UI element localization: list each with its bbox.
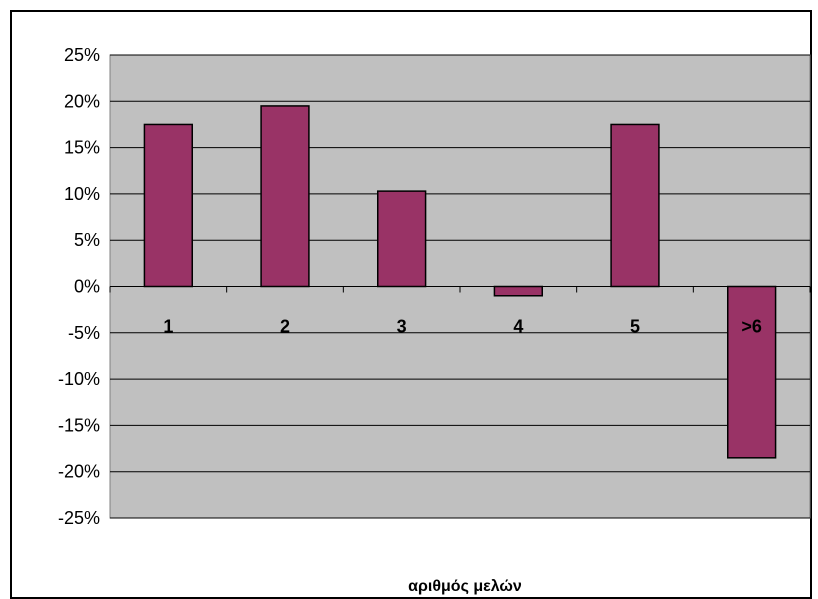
y-tick-label: 15% bbox=[64, 138, 100, 158]
x-category-label: 1 bbox=[163, 317, 173, 337]
y-tick-label: -10% bbox=[58, 369, 100, 389]
x-axis-title: αριθμός μελών bbox=[408, 578, 522, 595]
y-tick-label: 0% bbox=[74, 277, 100, 297]
y-tick-label: 25% bbox=[64, 45, 100, 65]
x-category-label: 4 bbox=[513, 317, 523, 337]
y-tick-label: -25% bbox=[58, 508, 100, 528]
bars bbox=[143, 105, 777, 459]
x-category-label: >6 bbox=[741, 317, 762, 337]
bar-1 bbox=[143, 123, 194, 288]
bar-2 bbox=[260, 105, 310, 288]
bar-4 bbox=[493, 285, 543, 297]
x-category-label: 5 bbox=[630, 317, 640, 337]
bar-6 bbox=[727, 285, 777, 459]
y-tick-label: -15% bbox=[58, 415, 100, 435]
x-category-label: 2 bbox=[280, 317, 290, 337]
y-tick-label: -5% bbox=[68, 323, 100, 343]
bar-5 bbox=[610, 123, 660, 288]
y-tick-label: 10% bbox=[64, 184, 100, 204]
y-tick-label: 20% bbox=[64, 91, 100, 111]
x-axis-category-labels: 1 2 3 4 5 >6 bbox=[163, 317, 762, 337]
x-category-label: 3 bbox=[397, 317, 407, 337]
y-tick-label: 5% bbox=[74, 230, 100, 250]
y-axis-tick-labels: 25% 20% 15% 10% 5% 0% -5% -10% -15% -20% -25% bbox=[58, 45, 100, 528]
y-tick-label: -20% bbox=[58, 462, 100, 482]
bar-3 bbox=[377, 190, 427, 288]
x-axis-ticks bbox=[109, 286, 811, 293]
